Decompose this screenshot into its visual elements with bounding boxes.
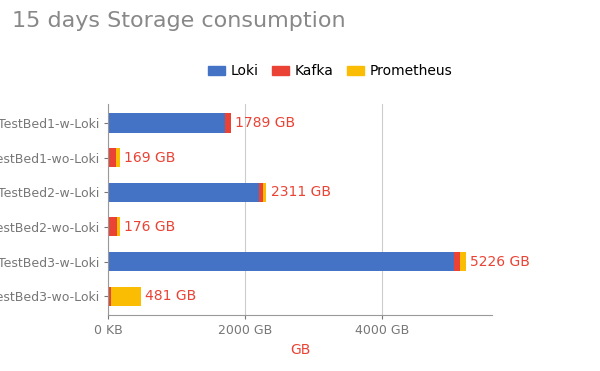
Text: 481 GB: 481 GB [145,289,196,303]
Text: 15 days Storage consumption: 15 days Storage consumption [12,11,346,31]
Bar [112,287,141,306]
Bar [108,252,454,271]
Bar [108,287,112,306]
Bar [108,217,117,236]
Bar [454,252,460,271]
Bar [259,183,263,202]
Text: 176 GB: 176 GB [124,220,175,234]
Text: 1789 GB: 1789 GB [235,116,295,130]
Bar [108,114,224,132]
Text: 5226 GB: 5226 GB [470,255,530,269]
Text: 169 GB: 169 GB [124,151,175,165]
Bar [224,114,230,132]
Legend: Loki, Kafka, Prometheus: Loki, Kafka, Prometheus [202,59,458,84]
Bar [116,148,119,167]
Bar [460,252,466,271]
Bar [108,183,259,202]
X-axis label: GB: GB [290,343,310,357]
Bar [108,148,116,167]
Text: 2311 GB: 2311 GB [271,185,331,199]
Bar [117,217,120,236]
Bar [263,183,266,202]
